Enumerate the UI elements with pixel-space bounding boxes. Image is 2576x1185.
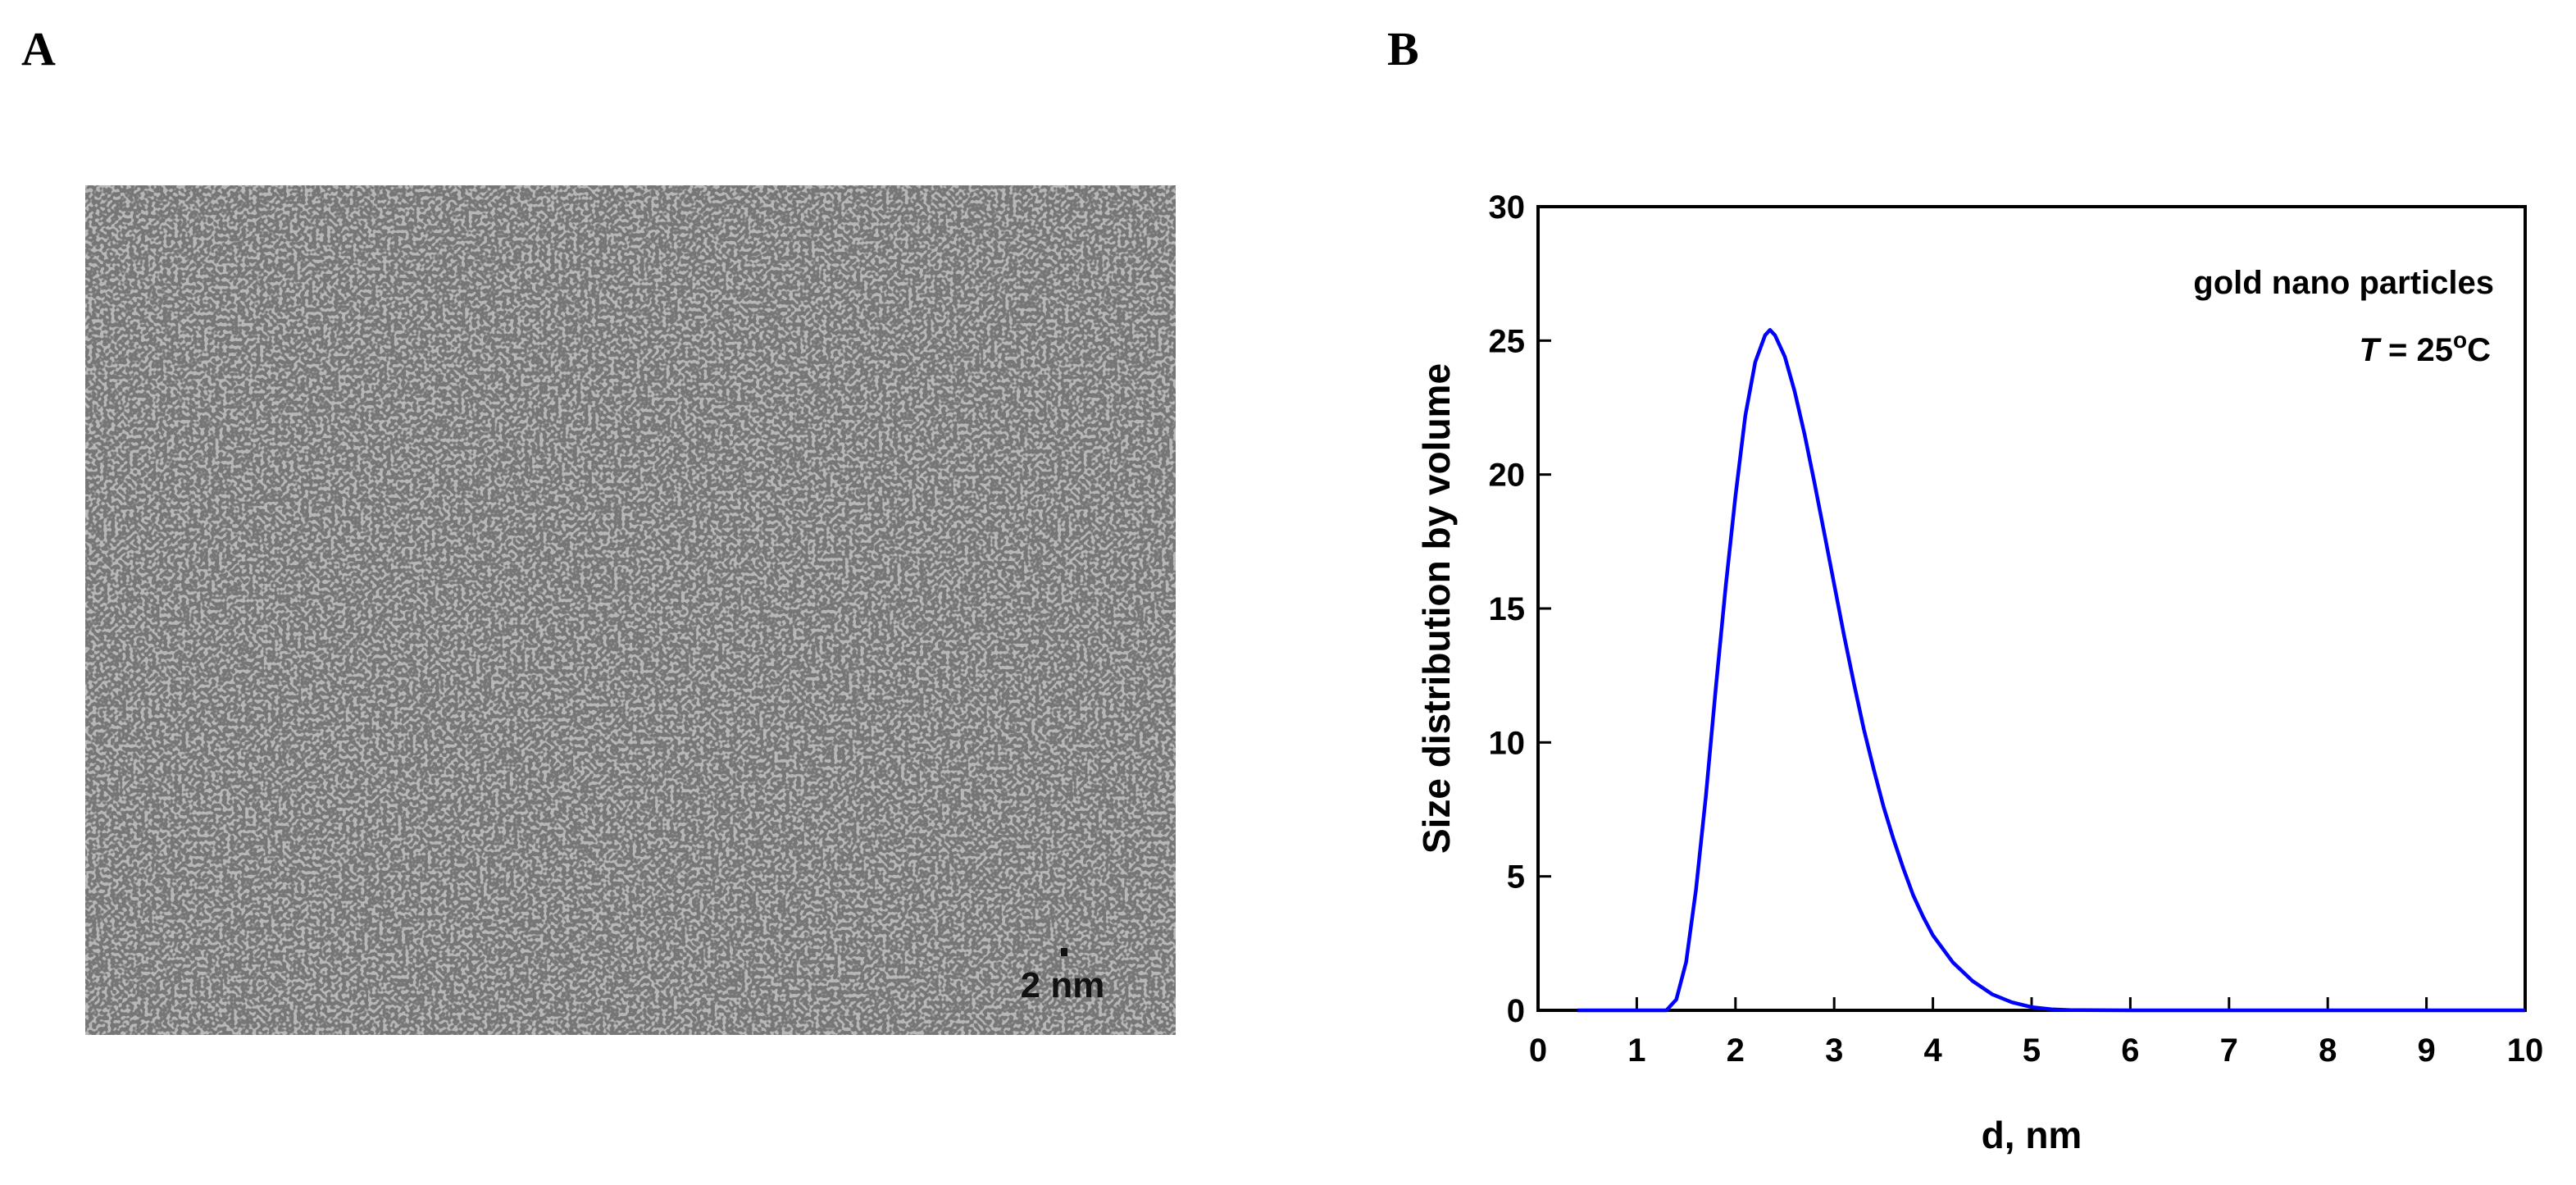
y-tick-label: 25 [1489,323,1526,359]
x-tick-label: 4 [1923,1032,1942,1069]
y-tick-label: 30 [1489,189,1526,226]
x-tick-label: 7 [2220,1032,2238,1069]
annotation-temperature-symbol: T [2359,332,2382,368]
annotation-label: gold nano particles [2193,265,2494,301]
x-axis-label: d, nm [1982,1114,2082,1156]
x-tick-label: 0 [1529,1032,1547,1069]
y-tick-label: 0 [1507,993,1525,1029]
x-tick-label: 6 [2121,1032,2139,1069]
scale-bar-label: 2 nm [1021,965,1105,1005]
x-tick-label: 8 [2319,1032,2337,1069]
annotation-temperature: T = 25oC [2359,327,2491,368]
scale-bar [1061,948,1067,956]
tem-micrograph: 2 nm [85,185,1176,1035]
y-tick-label: 5 [1507,859,1525,896]
x-tick-label: 10 [2507,1032,2544,1069]
panel-label-b: B [1387,22,1419,75]
panel-label-a: A [21,22,56,75]
x-tick-label: 5 [2023,1032,2041,1069]
x-tick-label: 2 [1727,1032,1745,1069]
y-axis-label: Size distribution by volume [1415,363,1458,854]
annotation-degree: o [2453,327,2467,353]
y-tick-label: 20 [1489,458,1526,494]
x-tick-label: 3 [1825,1032,1843,1069]
size-distribution-chart: 0 1 2 3 4 5 6 7 8 9 10 0 5 10 15 20 25 30 d, nm Size dis… [1377,164,2558,1181]
plot-frame [1536,205,2527,1012]
x-tick-label: 9 [2417,1032,2435,1069]
distribution-curve [1577,328,2525,1013]
annotation-temperature-value: = 25 [2379,332,2453,368]
y-tick-label: 15 [1489,591,1526,627]
micrograph-particles [85,185,1176,1035]
y-tick-label: 10 [1489,725,1526,761]
annotation-unit: C [2467,332,2491,368]
x-tick-label: 1 [1627,1032,1645,1069]
